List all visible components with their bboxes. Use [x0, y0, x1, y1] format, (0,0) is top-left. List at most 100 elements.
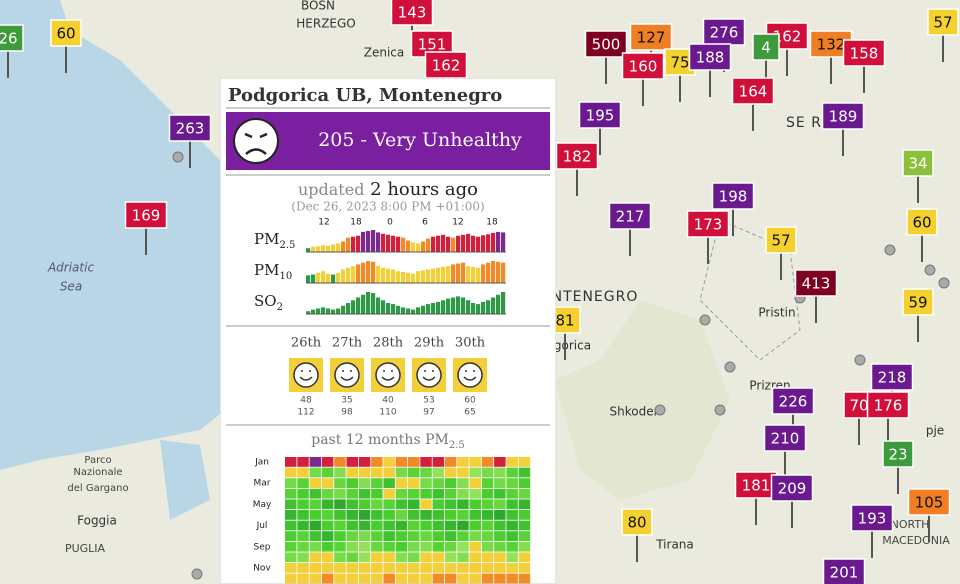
heat-cell — [444, 467, 457, 478]
heat-cell — [383, 499, 395, 510]
forecast-max: 53 — [423, 396, 434, 406]
heat-cell — [371, 531, 383, 541]
forecast-face — [293, 362, 319, 388]
popup[interactable]: Podgorica UB, Montenegro 205 - Very Unhea… — [220, 78, 556, 584]
heat-cell — [506, 541, 518, 552]
spark-bar — [336, 272, 341, 283]
aqi-marker[interactable] — [850, 504, 894, 532]
heat-cell — [309, 552, 322, 563]
spark-bar — [481, 301, 486, 314]
heat-cell — [420, 552, 432, 563]
heat-cell — [457, 531, 469, 541]
marker-label: 195 — [586, 107, 615, 125]
aqi-marker[interactable] — [765, 226, 797, 254]
heat-cell — [395, 488, 408, 499]
heat-cell — [383, 563, 395, 573]
spark-bar — [351, 300, 356, 314]
spark-bar — [416, 243, 421, 252]
aqi-marker[interactable] — [870, 363, 914, 391]
heat-cell — [371, 563, 383, 573]
spark-bar — [461, 262, 466, 283]
heat-cell — [285, 467, 297, 478]
heat-cell — [395, 573, 408, 584]
aqi-marker[interactable] — [168, 114, 212, 142]
heat-cell — [481, 573, 494, 584]
aqi-marker[interactable] — [578, 101, 622, 129]
forecast-face — [416, 362, 442, 388]
aqi-marker[interactable] — [124, 201, 168, 229]
aqi-marker[interactable] — [390, 0, 434, 26]
aqi-marker[interactable] — [822, 558, 866, 584]
hour-label: 18 — [486, 218, 498, 228]
spark-bar — [371, 293, 376, 314]
aqi-marker[interactable] — [927, 8, 959, 36]
aqi-marker[interactable] — [711, 182, 755, 210]
aqi-marker[interactable] — [902, 288, 934, 316]
aqi-marker[interactable] — [906, 208, 938, 236]
spark-bar — [321, 245, 326, 252]
aqi-marker[interactable] — [821, 102, 865, 130]
pollutant-label-sub: 2.5 — [279, 240, 295, 251]
aqi-marker[interactable] — [0, 24, 24, 52]
aqi-marker[interactable] — [794, 269, 838, 297]
heat-cell — [334, 563, 346, 573]
marker-label: 57 — [771, 232, 790, 250]
heat-cell — [334, 573, 346, 584]
marker-label: 60 — [912, 214, 931, 232]
forecast-min: 112 — [297, 408, 314, 418]
aqi-marker[interactable] — [424, 51, 468, 79]
heat-cell — [444, 541, 457, 552]
aqi-marker[interactable] — [734, 471, 778, 499]
aqi-marker[interactable] — [731, 77, 775, 105]
heat-cell — [408, 467, 420, 478]
place-label: NORTH — [891, 518, 930, 531]
heat-cell — [334, 531, 346, 541]
spark-bar — [381, 233, 386, 252]
aqi-marker[interactable] — [621, 508, 653, 536]
aqi-marker[interactable] — [770, 474, 814, 502]
aqi-marker[interactable] — [555, 142, 599, 170]
spark-bar — [361, 294, 366, 314]
heat-cell — [334, 478, 346, 488]
aqi-marker[interactable] — [608, 202, 652, 230]
heat-cell — [383, 457, 395, 467]
heat-cell — [408, 478, 420, 488]
aqi-marker[interactable] — [629, 23, 673, 51]
heat-cell — [395, 541, 408, 552]
aqi-marker[interactable] — [584, 30, 628, 58]
heat-cell — [432, 478, 445, 488]
marker-label: 127 — [637, 29, 666, 47]
spark-bar — [386, 234, 391, 252]
heat-cell — [481, 488, 494, 499]
aqi-marker[interactable] — [907, 488, 951, 516]
heat-cell — [371, 488, 383, 499]
month-label: Jul — [256, 521, 268, 531]
heat-cell — [309, 531, 322, 541]
spark-bar — [341, 241, 346, 252]
aqi-marker[interactable] — [752, 33, 780, 61]
heat-cell — [420, 478, 432, 488]
aqi-marker[interactable] — [882, 440, 914, 468]
heat-cell — [285, 488, 297, 499]
heat-cell — [371, 552, 383, 563]
heat-cell — [395, 478, 408, 488]
aqi-marker[interactable] — [50, 19, 82, 47]
aqi-marker[interactable] — [771, 387, 815, 415]
aqi-marker[interactable] — [902, 149, 934, 177]
heat-cell — [321, 499, 334, 510]
aqi-marker[interactable] — [763, 424, 807, 452]
place-label: Shkoder — [609, 405, 658, 419]
aqi-marker[interactable] — [621, 52, 665, 80]
forecast-day: 29th — [414, 336, 445, 351]
station-dot — [924, 264, 936, 276]
aqi-marker[interactable] — [842, 39, 886, 67]
spark-bar — [311, 274, 316, 283]
aqi-marker[interactable] — [688, 43, 732, 71]
aqi-marker[interactable] — [866, 391, 910, 419]
heat-cell — [469, 541, 481, 552]
spark-bar — [486, 262, 491, 283]
station-dot — [714, 404, 726, 416]
marker-label: 413 — [802, 275, 831, 293]
aqi-marker[interactable] — [686, 210, 730, 238]
spark-bar — [316, 308, 321, 314]
